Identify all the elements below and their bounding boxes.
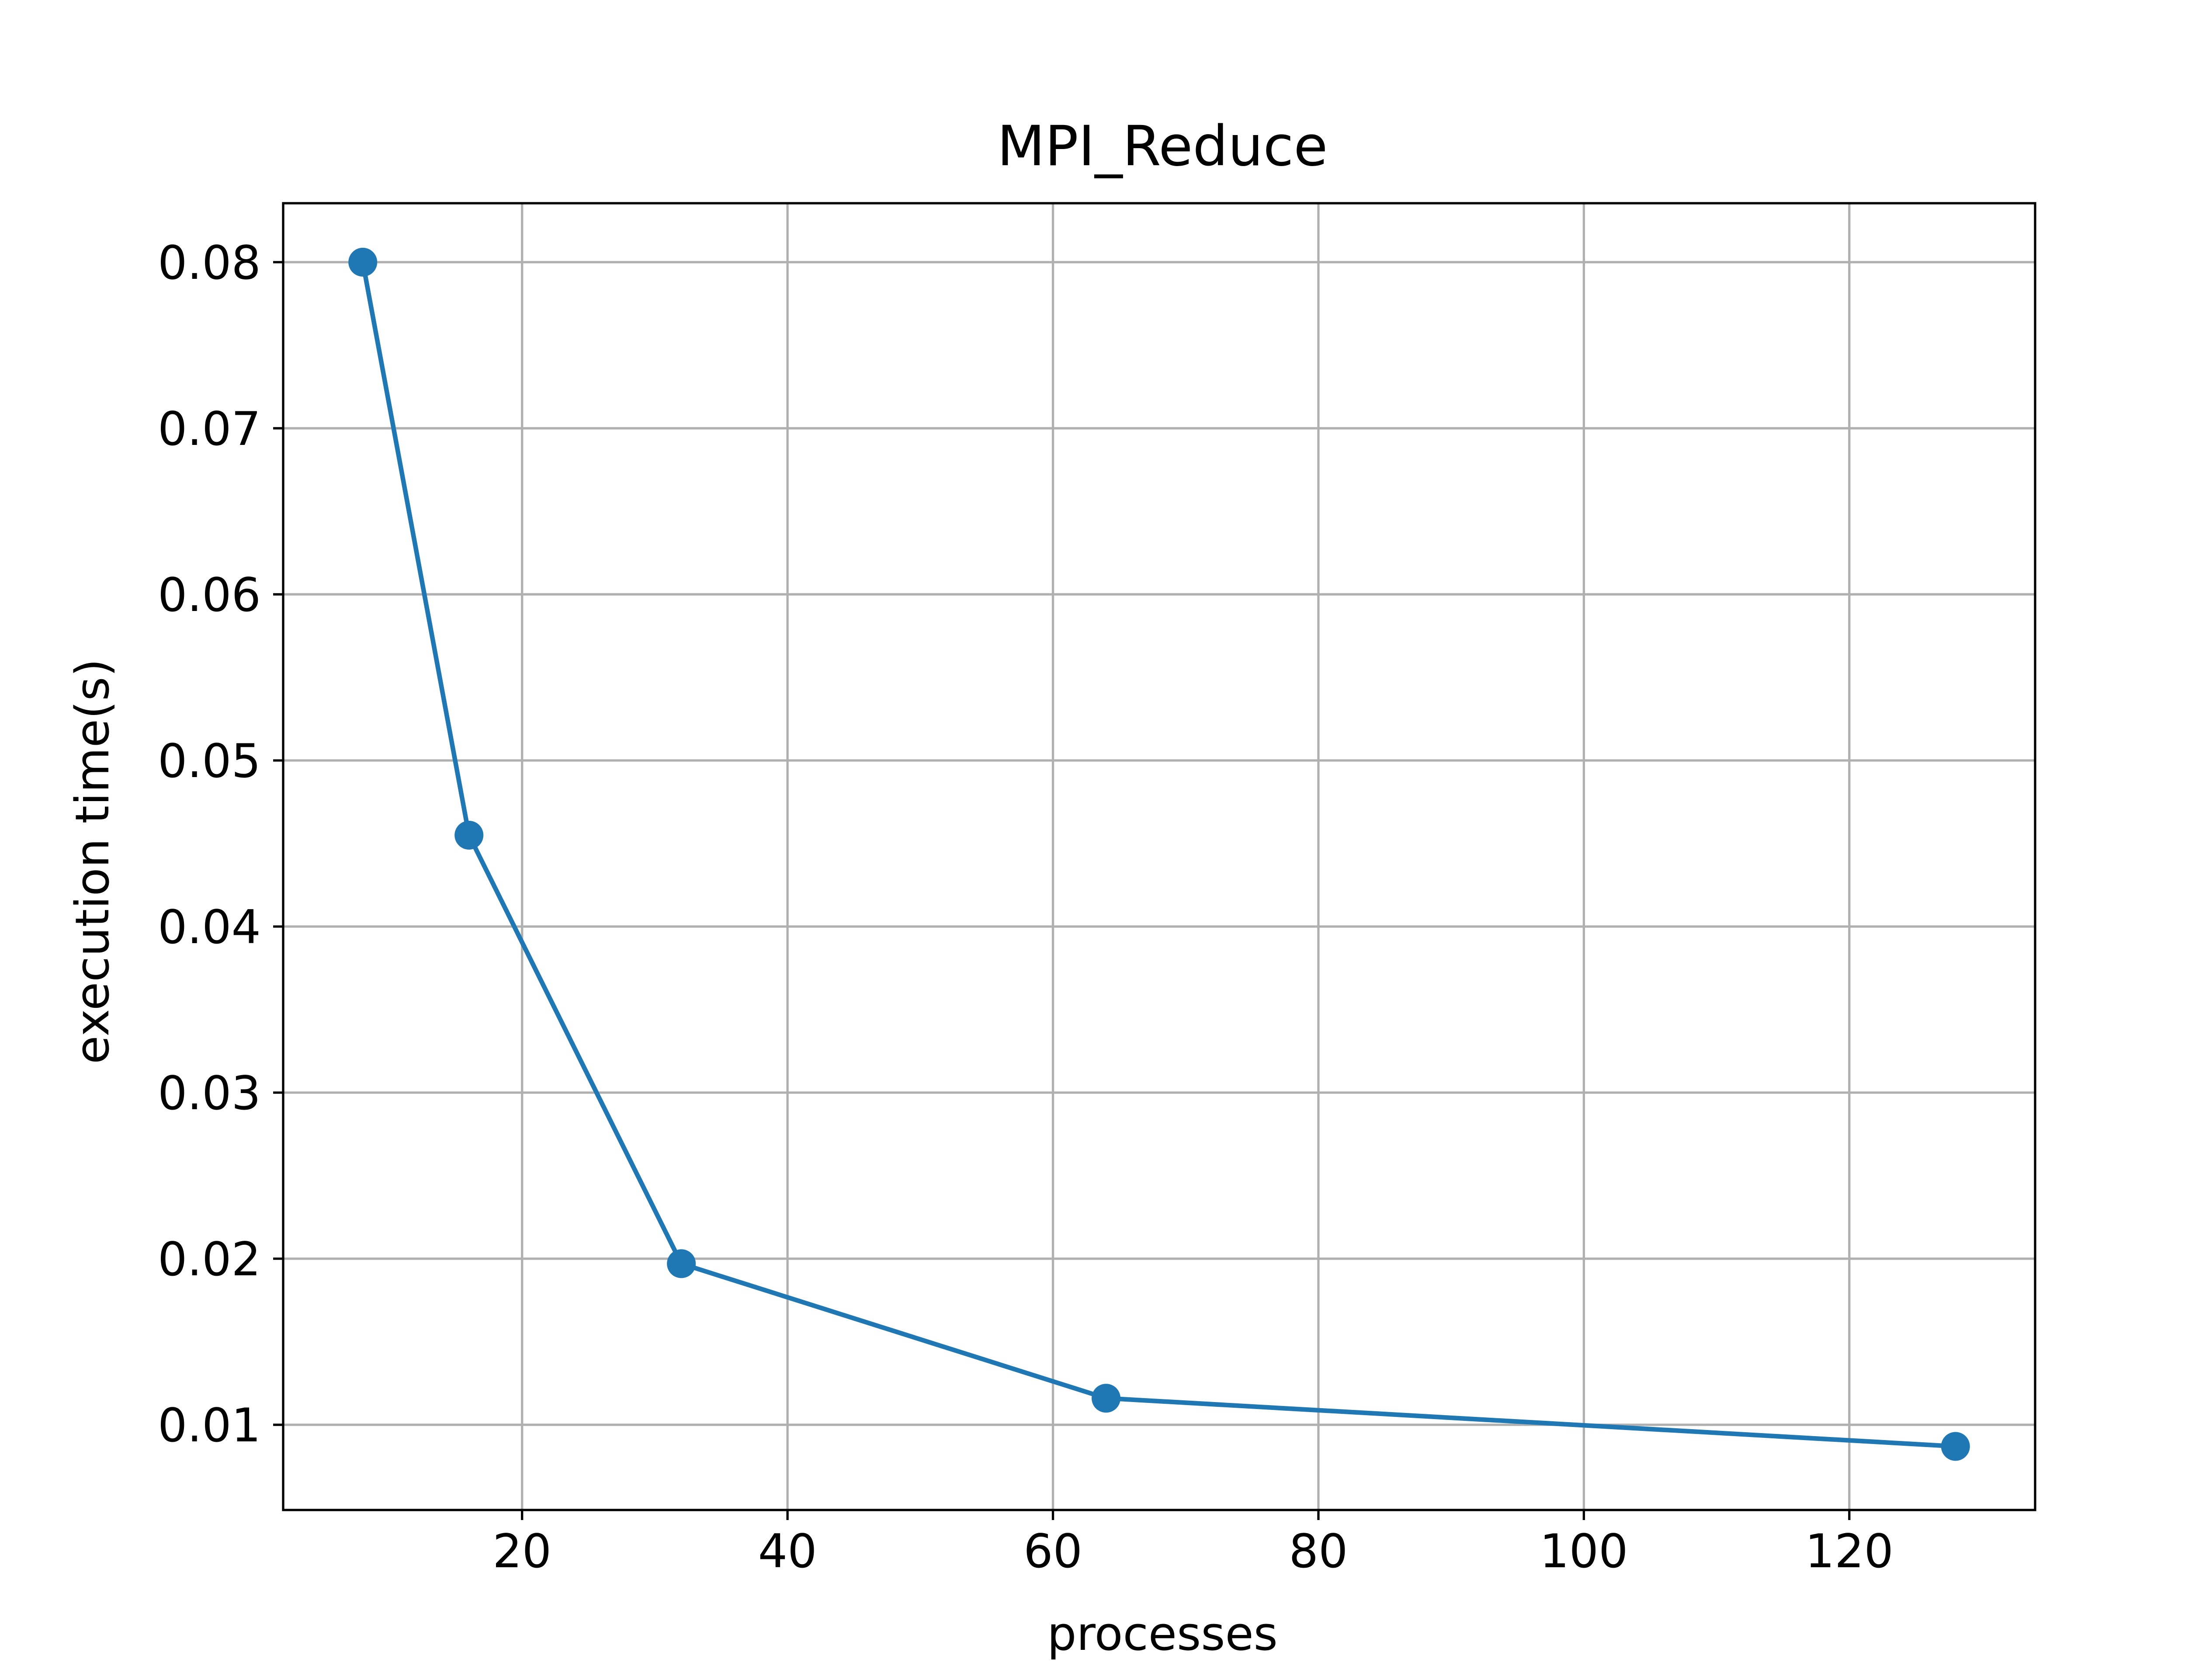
x-tick-label: 80	[1289, 1524, 1348, 1578]
grid-layer	[283, 203, 2035, 1510]
y-tick-label: 0.04	[158, 900, 261, 954]
y-tick-label: 0.06	[158, 568, 261, 622]
x-tick-label: 60	[1023, 1524, 1082, 1578]
series-layer	[348, 247, 1970, 1461]
y-tick-label: 0.02	[158, 1232, 261, 1286]
y-tick-label: 0.03	[158, 1066, 261, 1120]
y-tick-label: 0.05	[158, 734, 261, 788]
x-tick-label: 20	[492, 1524, 551, 1578]
y-tick-label: 0.07	[158, 402, 261, 456]
y-tick-label: 0.08	[158, 236, 261, 290]
y-tick-label: 0.01	[158, 1399, 261, 1452]
y-axis-label: execution time(s)	[66, 659, 119, 1064]
data-point-marker	[667, 1249, 696, 1278]
data-point-marker	[1092, 1384, 1121, 1413]
tick-layer: 20 40 60 80 100 120 0.01 0.02 0.03 0.04 0.05 0.06 0.…	[158, 236, 1894, 1578]
x-tick-label: 120	[1805, 1524, 1894, 1578]
x-tick-label: 40	[758, 1524, 817, 1578]
data-point-marker	[348, 247, 378, 277]
x-tick-label: 100	[1540, 1524, 1628, 1578]
chart-title: MPI_Reduce	[997, 114, 1328, 178]
data-point-marker	[454, 820, 484, 850]
data-point-marker	[1941, 1432, 1970, 1461]
x-axis-label: processes	[1047, 1607, 1278, 1661]
axes-frame	[282, 202, 2036, 1511]
